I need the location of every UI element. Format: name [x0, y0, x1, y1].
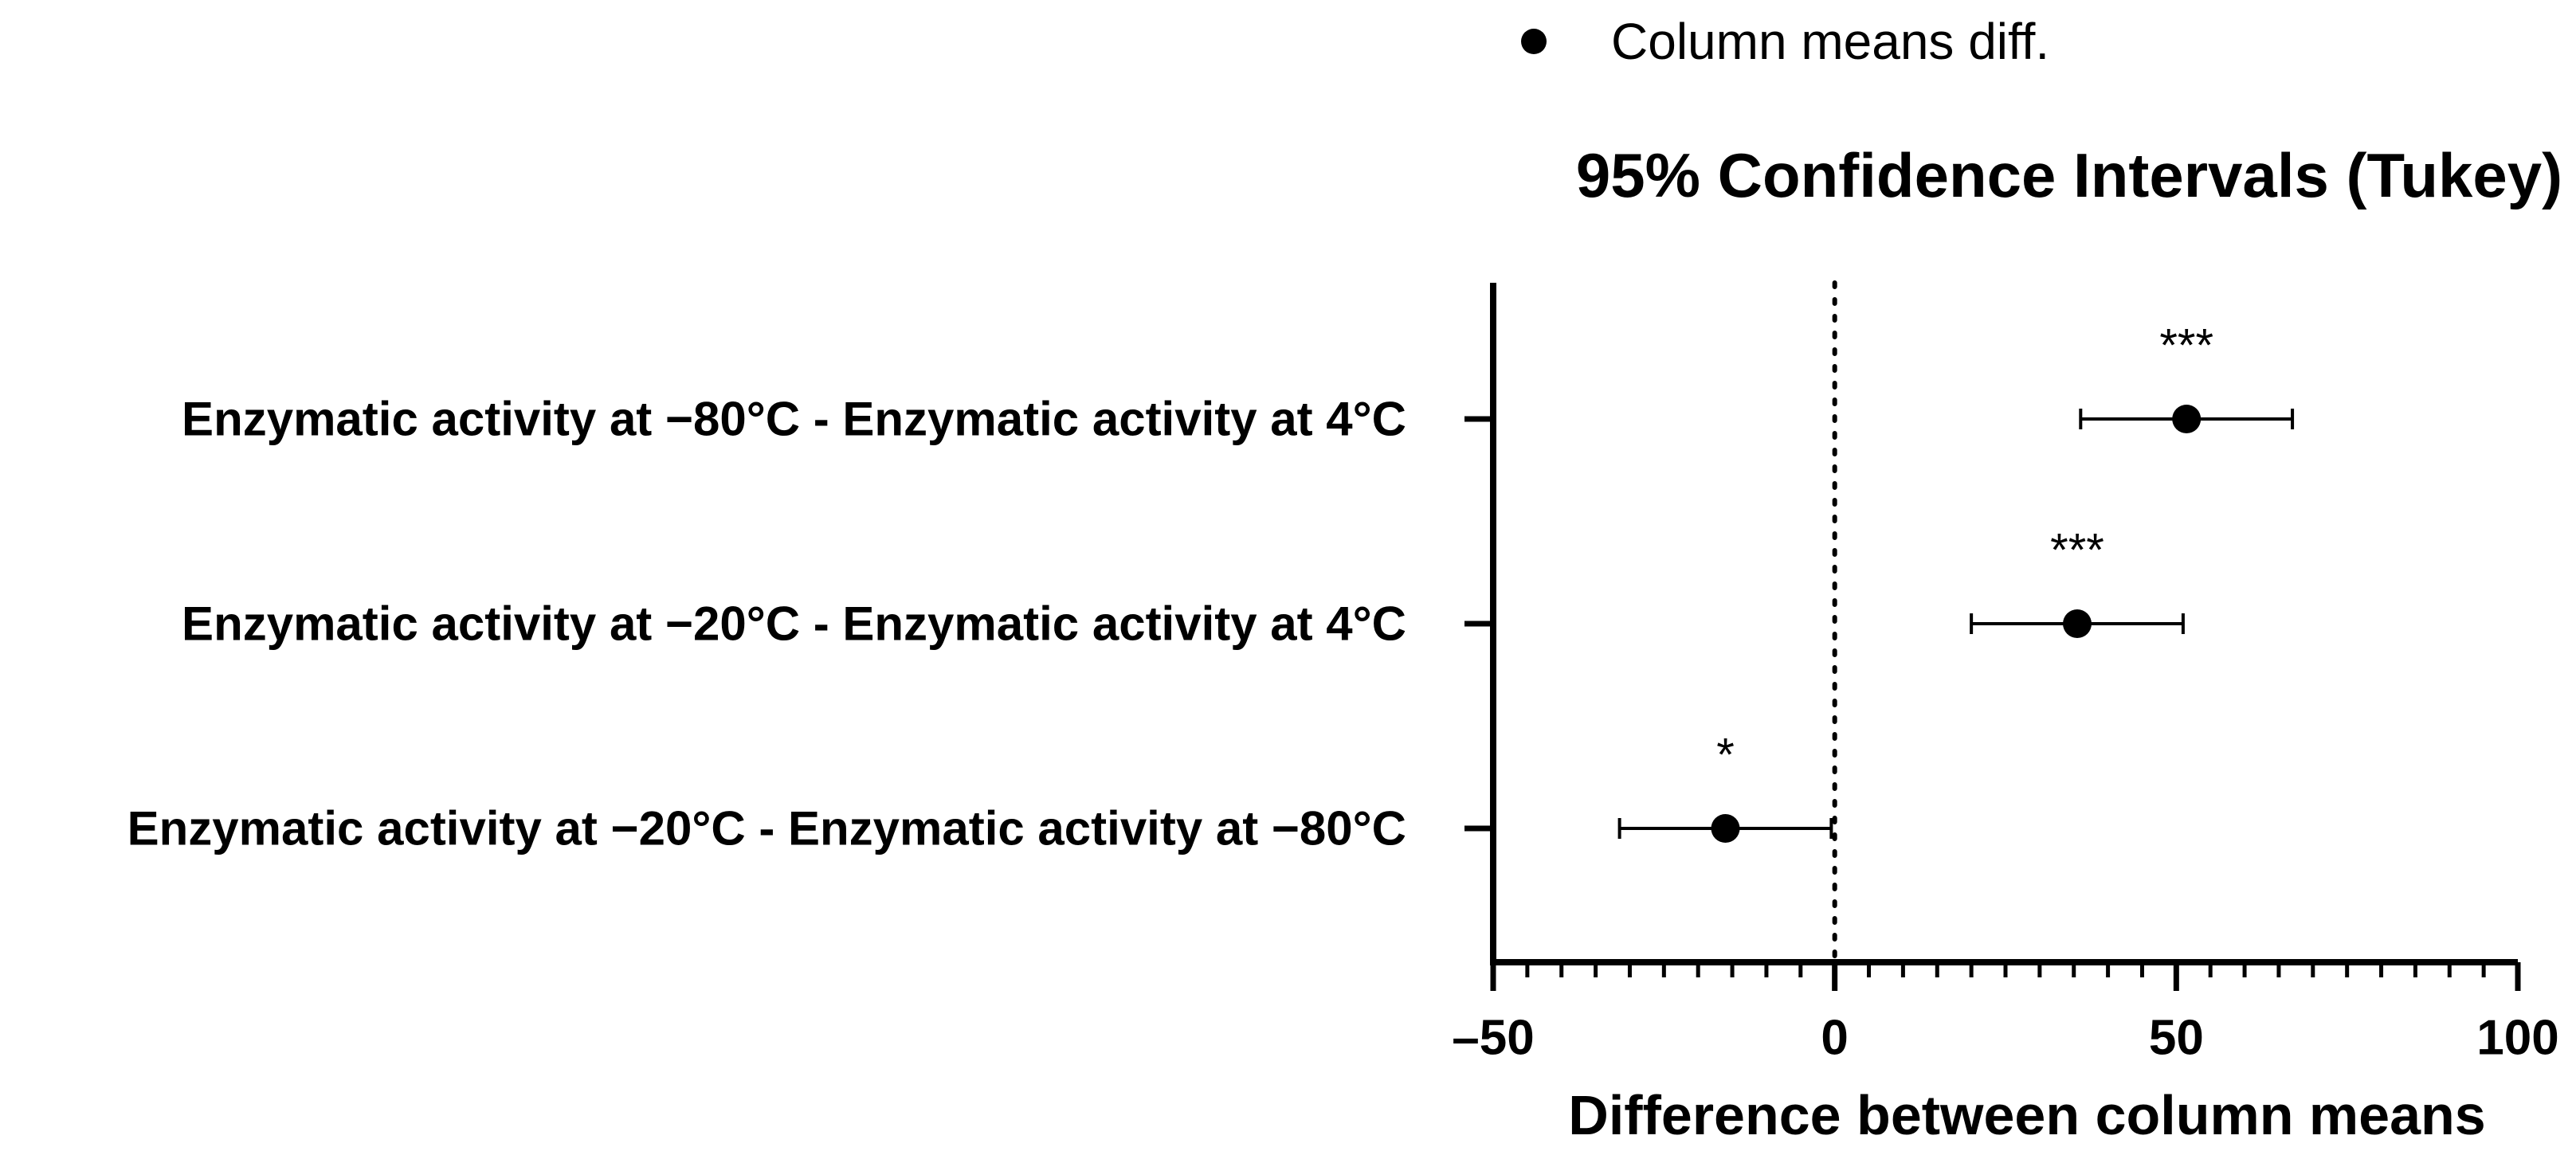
legend-marker — [1521, 29, 1547, 54]
mean-point — [2172, 405, 2202, 433]
x-tick-label: 50 — [2149, 1011, 2204, 1066]
comparison-label: Enzymatic activity at −80°C - Enzymatic … — [182, 393, 1406, 446]
legend: Column means diff. — [1521, 13, 2049, 70]
mean-point — [2063, 609, 2092, 638]
x-axis-label: Difference between column means — [1568, 1084, 2485, 1146]
significance-label: * — [1716, 730, 1735, 781]
significance-label: *** — [2050, 525, 2104, 577]
legend-label: Column means diff. — [1611, 13, 2049, 70]
x-tick-label: 100 — [2476, 1011, 2558, 1066]
significance-label: *** — [2159, 320, 2213, 372]
plot-area: –50 0 50 100 Enzymatic activity at −80°C - E… — [127, 280, 2559, 1066]
mean-point — [1711, 814, 1740, 843]
comparison-label: Enzymatic activity at −20°C - Enzymatic … — [182, 597, 1406, 651]
chart-title: 95% Confidence Intervals (Tukey) — [1576, 140, 2562, 210]
x-tick-label: –50 — [1452, 1011, 1534, 1066]
comparison-label: Enzymatic activity at −20°C - Enzymatic … — [127, 802, 1406, 855]
x-tick-label: 0 — [1821, 1011, 1848, 1066]
